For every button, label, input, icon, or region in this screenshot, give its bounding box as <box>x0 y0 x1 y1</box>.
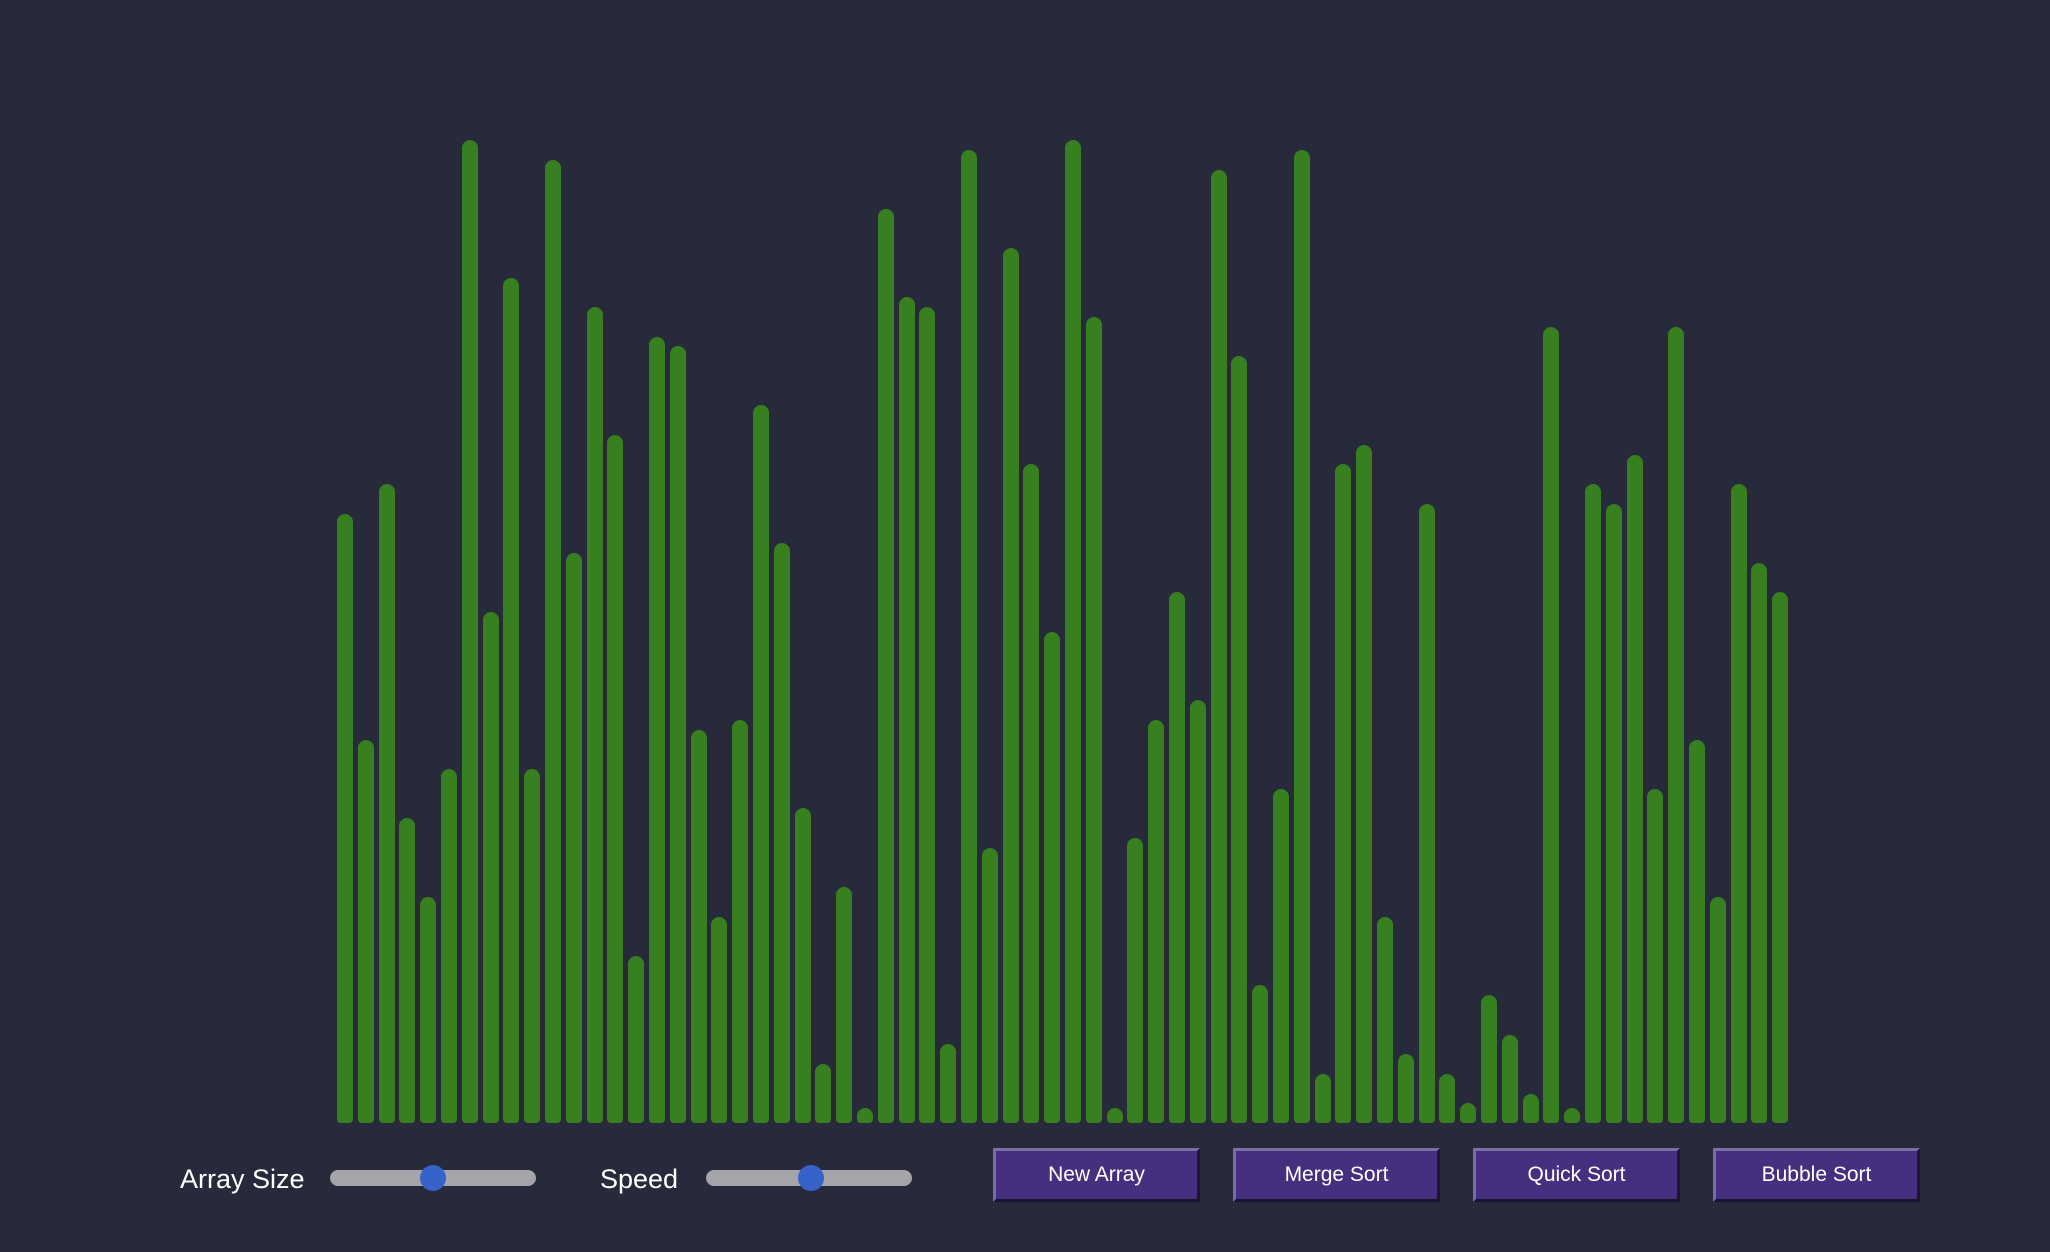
array-bar <box>399 818 416 1123</box>
array-bar <box>1189 700 1206 1123</box>
quick-sort-button[interactable]: Quick Sort <box>1473 1148 1680 1202</box>
array-bar <box>919 307 936 1123</box>
array-bar <box>815 1064 832 1123</box>
array-bar <box>1252 985 1269 1123</box>
bubble-sort-button[interactable]: Bubble Sort <box>1713 1148 1920 1202</box>
array-bar <box>1293 149 1310 1123</box>
array-bar <box>503 277 520 1123</box>
array-bar <box>337 513 353 1123</box>
array-bar <box>1605 503 1622 1123</box>
array-bar <box>1273 788 1289 1123</box>
array-bar <box>1522 1093 1539 1123</box>
array-bar <box>1730 484 1747 1123</box>
array-bar <box>1501 1034 1518 1123</box>
array-bar <box>1772 592 1789 1123</box>
array-bar <box>1335 464 1352 1123</box>
array-size-slider-thumb[interactable] <box>420 1165 446 1191</box>
array-bar <box>981 847 998 1123</box>
array-bar <box>1314 1073 1331 1123</box>
array-bar <box>420 896 437 1123</box>
array-bar <box>773 543 790 1123</box>
array-bar <box>1439 1073 1456 1123</box>
array-bar <box>1418 503 1435 1123</box>
array-bar <box>1543 326 1560 1123</box>
array-bar <box>586 307 603 1123</box>
array-bar <box>898 297 915 1123</box>
bar-chart <box>337 140 1790 1123</box>
array-size-slider[interactable] <box>330 1165 536 1191</box>
array-bar <box>1169 592 1185 1123</box>
speed-label: Speed <box>600 1164 679 1194</box>
array-bar <box>1689 739 1705 1123</box>
array-bar <box>1023 464 1040 1123</box>
speed-slider-thumb[interactable] <box>798 1165 825 1191</box>
array-bar <box>378 484 395 1123</box>
array-bar <box>1460 1103 1477 1123</box>
array-bar <box>1065 140 1081 1123</box>
merge-sort-button[interactable]: Merge Sort <box>1233 1148 1440 1202</box>
array-bar <box>753 405 769 1123</box>
array-bar <box>1044 631 1061 1123</box>
array-bar <box>461 140 478 1123</box>
array-bar <box>732 719 749 1123</box>
array-bar <box>1210 169 1227 1123</box>
array-bar <box>1377 916 1393 1123</box>
array-bar <box>1564 1108 1581 1123</box>
array-bar <box>628 955 645 1123</box>
array-bar <box>836 887 853 1123</box>
array-bar <box>1106 1108 1123 1123</box>
array-bar <box>565 552 582 1123</box>
array-bar <box>1626 454 1643 1123</box>
array-bar <box>1231 356 1248 1123</box>
array-bar <box>524 769 541 1123</box>
array-bar <box>794 808 811 1123</box>
array-bar <box>545 159 561 1123</box>
array-size-label: Array Size <box>180 1164 305 1194</box>
array-bar <box>1481 995 1497 1123</box>
array-bar <box>940 1044 957 1123</box>
speed-slider[interactable] <box>706 1165 912 1191</box>
array-bar <box>1148 719 1165 1123</box>
array-bar <box>1647 788 1664 1123</box>
array-bar <box>877 208 894 1123</box>
array-bar <box>1397 1054 1414 1123</box>
array-bar <box>857 1108 873 1123</box>
array-bar <box>669 346 686 1123</box>
array-bar <box>1356 444 1373 1123</box>
array-bar <box>1751 562 1768 1123</box>
array-bar <box>711 916 728 1123</box>
control-panel: Array Size Speed New Array Merge Sort Qu… <box>0 1140 2050 1210</box>
new-array-button[interactable]: New Array <box>993 1148 1200 1202</box>
array-bar <box>1668 326 1685 1123</box>
array-bar <box>649 336 665 1123</box>
array-bar <box>1585 484 1601 1123</box>
array-bar <box>690 729 707 1123</box>
array-bar <box>1085 316 1102 1123</box>
array-bar <box>441 769 457 1123</box>
array-bar <box>1127 837 1144 1123</box>
array-bar <box>607 434 624 1123</box>
array-bar <box>357 739 374 1123</box>
array-bar <box>1709 896 1726 1123</box>
array-bar <box>1002 248 1019 1123</box>
array-bar <box>961 149 977 1123</box>
array-bar <box>482 611 499 1123</box>
